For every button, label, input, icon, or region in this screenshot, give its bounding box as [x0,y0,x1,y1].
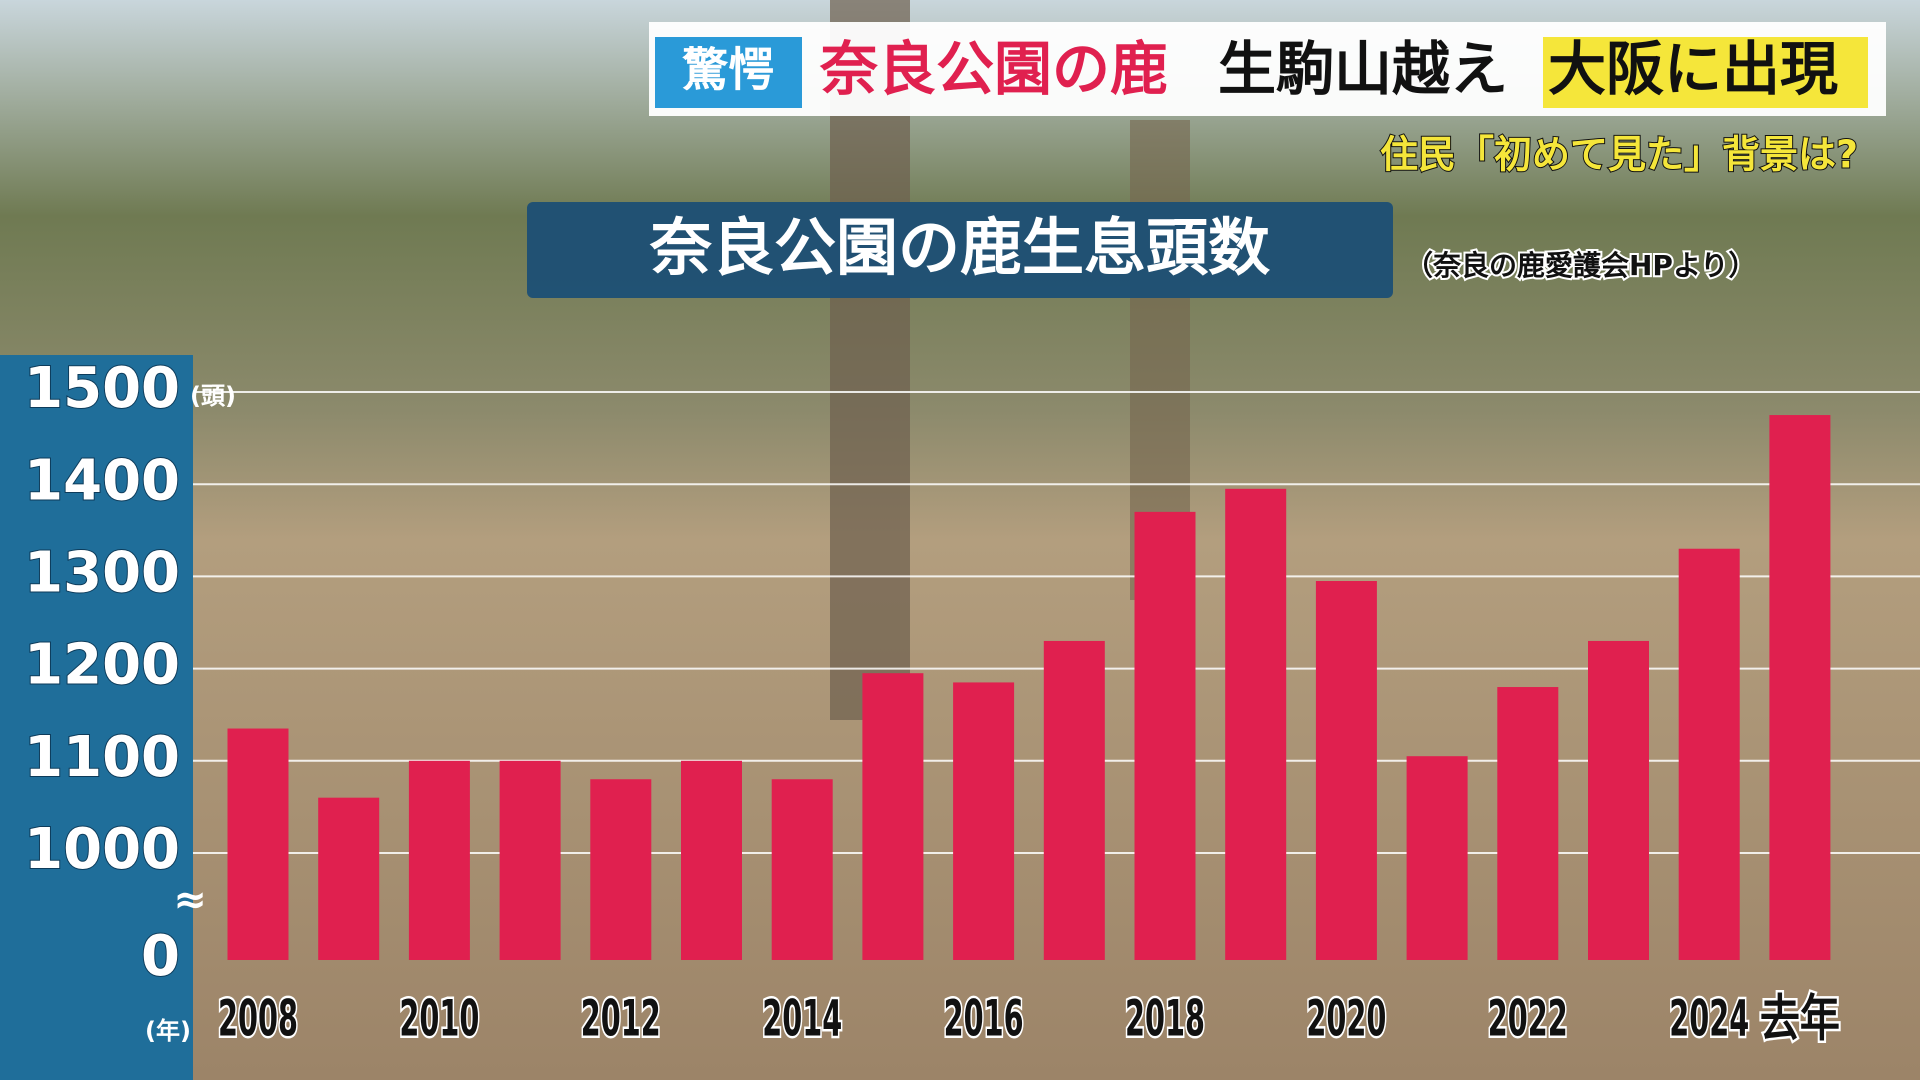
bar [771,779,833,960]
tree-trunk [830,0,910,720]
headline-highlight [1543,37,1868,108]
x-tick-label: 2024 [1669,990,1749,1048]
headline: 生駒山越え [1218,35,1508,103]
y-tick-label: 1100 [24,725,180,790]
x-tick-label: 2016 [944,990,1024,1048]
title-box [527,202,1393,298]
bar [1769,415,1831,960]
chart-subtitle: （奈良の鹿愛護会HPより） [1405,249,1756,282]
y-tick-label: 1500 [24,356,180,421]
bar [1043,640,1105,960]
bar [953,682,1015,960]
bar [681,760,742,960]
bar [408,760,470,960]
bar [1678,548,1740,960]
axis-break: ≈ [173,877,207,923]
bar [1134,511,1196,960]
y-tick-label: 1300 [24,541,180,606]
y-tick-label: 1400 [24,448,180,513]
bar [1225,488,1287,960]
bar [318,797,380,960]
x-tick-label: 2008 [218,990,298,1048]
bar [1588,640,1649,960]
headline: 大阪に出現 [1548,35,1838,103]
x-tick-label: 2012 [581,990,661,1048]
y-tick-label: 1200 [24,633,180,698]
y-tick-label: 1000 [24,817,180,882]
bar [1406,756,1468,960]
y-unit: (頭) [190,382,236,410]
bar [499,760,561,960]
subheadline: 住民「初めて見た」背景は? [1380,133,1858,177]
x-tick-label: 2018 [1125,990,1205,1048]
badge: 驚愕 [682,43,774,97]
axis-panel [0,355,193,1080]
bar [1315,581,1377,960]
x-tick-label: 2010 [399,990,479,1048]
y-tick-label: 0 [141,924,180,989]
x-tick-label: 2020 [1306,990,1386,1048]
bar [590,779,652,960]
x-tick-label: 2022 [1488,990,1568,1048]
x-tick-label: 2014 [762,990,842,1048]
x-tick-label: 去年 [1760,990,1840,1048]
bar [862,673,924,960]
bar [1497,687,1559,960]
headline: 奈良公園の鹿 [819,35,1168,103]
bar [227,728,289,960]
x-unit: (年) [145,1017,191,1045]
chart-title: 奈良公園の鹿生息頭数 [649,211,1270,284]
badge-box [655,37,802,108]
